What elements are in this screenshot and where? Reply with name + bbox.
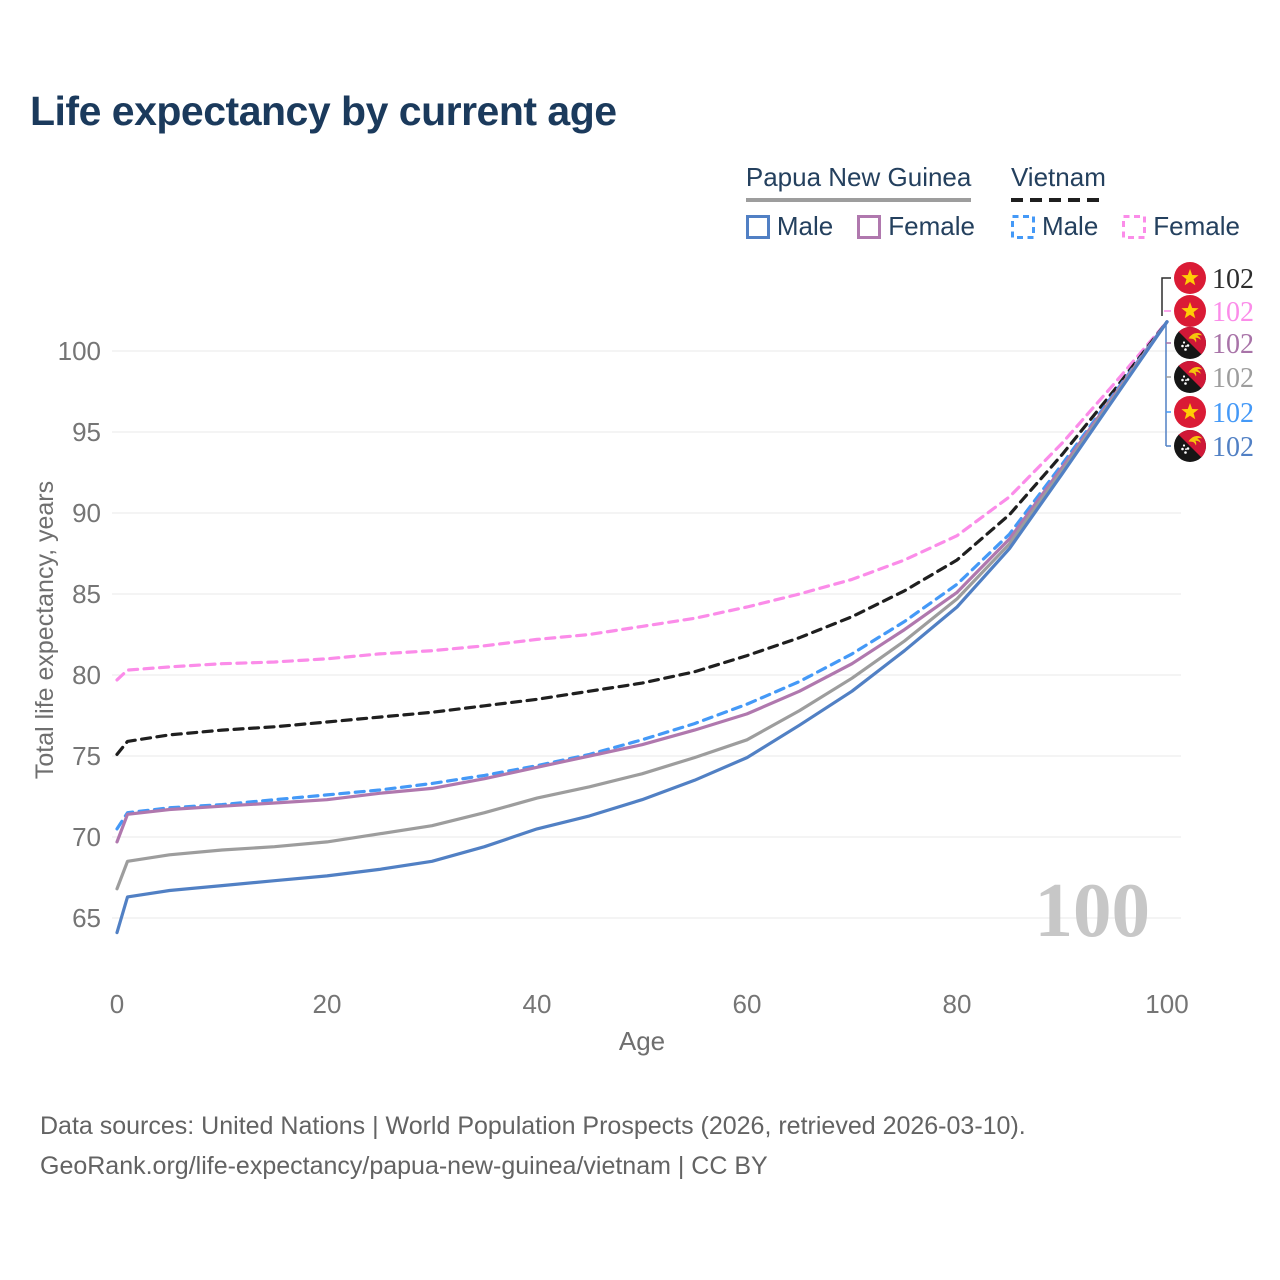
legend-item-vn-male: Male xyxy=(1010,211,1099,242)
data-source-line: Data sources: United Nations | World Pop… xyxy=(40,1112,1026,1140)
legend-item-label: Female xyxy=(888,211,975,241)
end-value-label: 102 xyxy=(1212,329,1254,360)
flag-clip-group xyxy=(1174,361,1206,393)
legend-item-png-male: Male xyxy=(745,211,834,242)
flag-clip-group xyxy=(1174,327,1206,359)
y-tick-label: 95 xyxy=(72,417,101,447)
attribution-line: GeoRank.org/life-expectancy/papua-new-gu… xyxy=(40,1152,768,1180)
end-value-label: 102 xyxy=(1212,398,1254,429)
y-axis-title: Total life expectancy, years xyxy=(31,480,59,780)
series-lines xyxy=(115,320,1169,935)
leader-lines xyxy=(1161,277,1171,447)
y-tick-label: 70 xyxy=(72,822,101,852)
vietnam-flag-icon xyxy=(1174,295,1206,327)
legend-group-vietnam: Vietnam Male Female xyxy=(1010,162,1240,242)
y-tick-label: 80 xyxy=(72,660,101,690)
bird-of-paradise-glyph xyxy=(1188,435,1202,446)
x-tick-label: 40 xyxy=(523,989,552,1019)
legend-swatch-icon xyxy=(1010,214,1035,239)
legend-line-sample-solid xyxy=(745,198,972,202)
legend-item-png-female: Female xyxy=(857,211,975,242)
footer: Data sources: United Nations | World Pop… xyxy=(40,1106,1026,1186)
southern-cross-star xyxy=(1182,444,1186,447)
star-glyph xyxy=(1181,403,1199,420)
y-tick-label: 85 xyxy=(72,579,101,609)
series-line-vietnam-male xyxy=(115,320,1169,831)
southern-cross-star xyxy=(1185,448,1187,451)
x-tick-label: 80 xyxy=(943,989,972,1019)
vietnam-flag-icon xyxy=(1174,262,1206,294)
y-tick-label: 90 xyxy=(72,498,101,528)
series-line-vietnam xyxy=(115,320,1169,756)
southern-cross-star xyxy=(1182,341,1186,344)
end-value-label: 102 xyxy=(1212,297,1254,328)
x-tick-label: 20 xyxy=(313,989,342,1019)
legend-item-label: Male xyxy=(776,211,834,241)
x-tick-label: 60 xyxy=(733,989,762,1019)
x-tick-label: 0 xyxy=(110,989,124,1019)
age-counter-watermark: 100 xyxy=(1034,867,1151,953)
southern-cross-star xyxy=(1186,378,1190,381)
southern-cross-star xyxy=(1184,382,1187,385)
page-title: Life expectancy by current age xyxy=(30,88,617,134)
legend-group-header: Vietnam xyxy=(1010,162,1106,202)
southern-cross-star xyxy=(1184,451,1187,454)
vietnam-flag-icon xyxy=(1174,396,1206,428)
x-axis-title: Age xyxy=(618,1026,666,1056)
legend-item-label: Male xyxy=(1041,211,1099,241)
southern-cross-star xyxy=(1185,379,1187,382)
flag-clip-group xyxy=(1174,430,1206,462)
gridlines xyxy=(112,350,1181,919)
papua-new-guinea-flag-icon xyxy=(1174,430,1206,462)
southern-cross-star xyxy=(1184,348,1187,351)
end-value-label: 102 xyxy=(1212,264,1254,295)
y-tick-label: 65 xyxy=(72,903,101,933)
southern-cross-star xyxy=(1185,345,1187,348)
star-glyph xyxy=(1181,302,1199,319)
legend-swatch-icon xyxy=(1122,214,1147,239)
x-tick-label: 100 xyxy=(1145,989,1188,1019)
leader-line xyxy=(1161,277,1171,316)
southern-cross-star xyxy=(1186,344,1190,347)
end-value-label: 102 xyxy=(1212,363,1254,394)
legend-swatch-icon xyxy=(745,214,770,239)
bird-of-paradise-glyph xyxy=(1188,366,1202,377)
legend-line-sample-dashed xyxy=(1010,198,1106,202)
legend: Papua New Guinea Male Female Vietnam xyxy=(745,162,1240,242)
series-line-papua-new-guinea-female xyxy=(115,320,1169,844)
legend-group-papua-new-guinea: Papua New Guinea Male Female xyxy=(745,162,975,242)
southern-cross-star xyxy=(1186,447,1190,450)
southern-cross-star xyxy=(1181,378,1184,382)
star-glyph xyxy=(1181,269,1199,286)
southern-cross-star xyxy=(1181,447,1184,451)
legend-item-label: Female xyxy=(1153,211,1240,241)
southern-cross-star xyxy=(1181,344,1184,348)
y-tick-label: 100 xyxy=(58,336,101,366)
series-line-papua-new-guinea-male xyxy=(115,320,1169,935)
papua-new-guinea-flag-icon xyxy=(1174,361,1206,393)
series-line-vietnam-female xyxy=(115,320,1169,682)
legend-swatch-icon xyxy=(857,214,882,239)
series-line-papua-new-guinea xyxy=(115,320,1169,891)
papua-new-guinea-flag-icon xyxy=(1174,327,1206,359)
southern-cross-star xyxy=(1182,375,1186,378)
legend-group-title: Vietnam xyxy=(1010,162,1106,192)
end-value-label: 102 xyxy=(1212,432,1254,463)
y-tick-label: 75 xyxy=(72,741,101,771)
legend-group-title: Papua New Guinea xyxy=(745,162,972,192)
legend-item-vn-female: Female xyxy=(1122,211,1240,242)
bird-of-paradise-glyph xyxy=(1188,332,1202,343)
legend-group-header: Papua New Guinea xyxy=(745,162,972,202)
axis-tick-labels: 65 70 75 80 85 90 95 100 0 20 40 60 80 100 xyxy=(58,336,1189,1019)
